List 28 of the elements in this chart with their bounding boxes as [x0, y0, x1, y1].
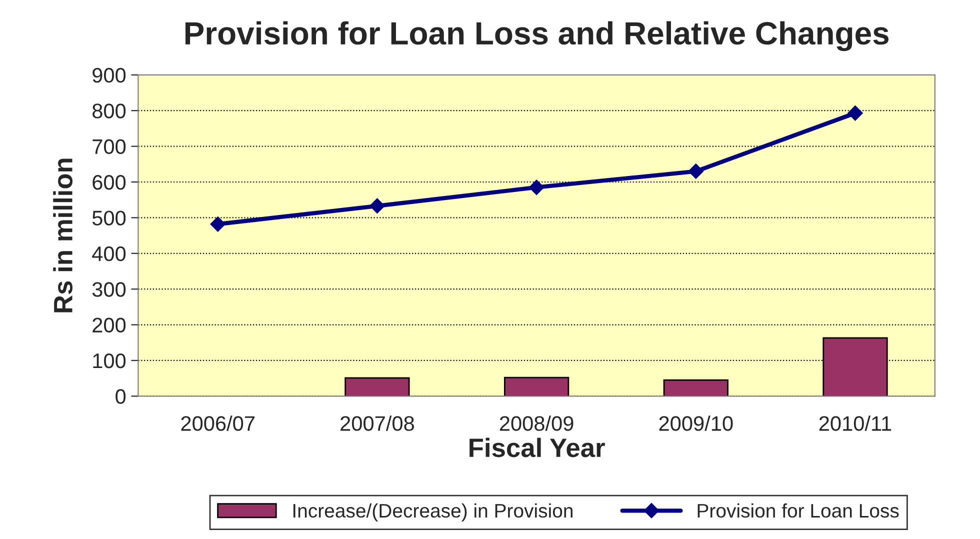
point [528, 180, 544, 195]
bar [344, 377, 410, 396]
y-tick-label: 300 [92, 282, 126, 297]
point [848, 106, 863, 121]
y-tick-label: 100 [93, 353, 126, 368]
legend-label: Increase/(Decrease) in Provision [293, 503, 572, 522]
bar [504, 376, 570, 396]
y-tick-label: 900 [92, 68, 126, 83]
point [210, 216, 226, 232]
y-tick-label: 400 [92, 246, 126, 262]
y-tick-label: 200 [92, 318, 126, 333]
x-tick-label: 2006/07 [181, 416, 254, 431]
y-tick-label: 500 [92, 210, 126, 226]
point [370, 198, 385, 214]
y-tick-label: 700 [92, 139, 126, 154]
y-tick-label: 0 [116, 389, 126, 404]
legend-label: Provision for Loan Loss [698, 503, 899, 518]
bar [663, 379, 728, 396]
x-tick-label: 2009/10 [659, 416, 733, 431]
chart-title: Provision for Loan Loss and Relative Changes [185, 21, 889, 52]
y-tick-label: 800 [92, 104, 126, 118]
x-tick-label: 2008/09 [500, 416, 574, 431]
y-axis-title: Rs in million [53, 158, 73, 312]
x-axis-title: Fiscal Year [470, 438, 605, 458]
x-tick-label: 2007/08 [340, 416, 414, 431]
x-tick-label: 2010/11 [819, 416, 892, 431]
point [688, 164, 704, 179]
y-tick-label: 600 [92, 175, 126, 190]
